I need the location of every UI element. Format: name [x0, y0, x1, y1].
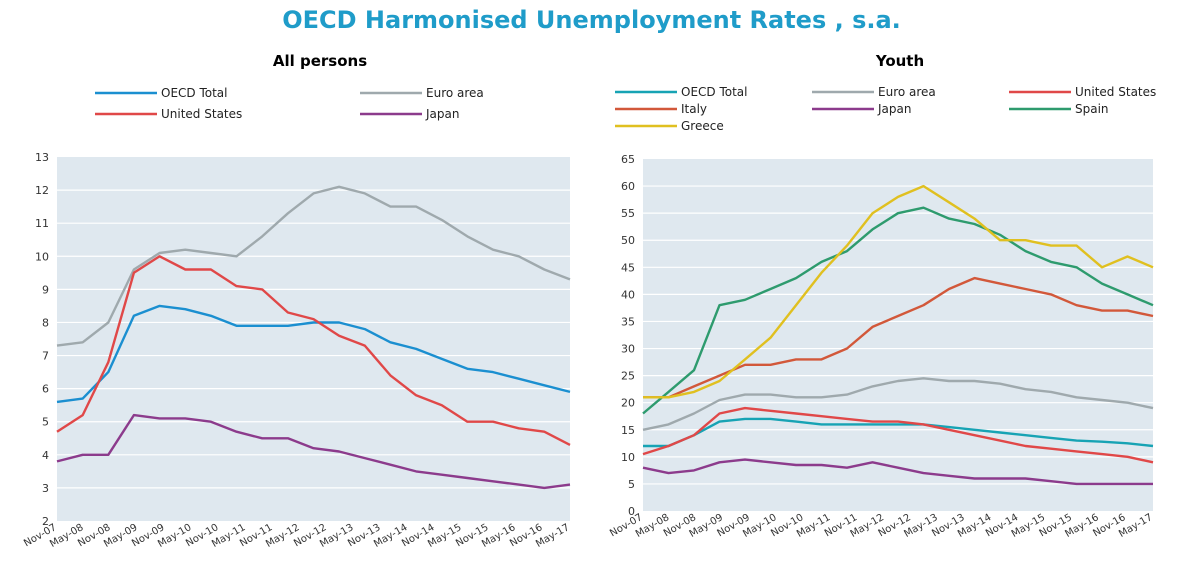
y-tick-label: 5 — [42, 416, 49, 429]
y-tick-label: 11 — [35, 217, 49, 230]
plot-area — [57, 157, 570, 521]
chart-youth: 05101520253035404550556065Nov-07May-08No… — [608, 85, 1156, 540]
legend-label-euro-area: Euro area — [426, 86, 484, 100]
series-line-united-states — [56, 255, 571, 446]
plot-area — [643, 159, 1153, 511]
y-tick-label: 45 — [621, 261, 635, 274]
series-line-japan — [56, 413, 571, 490]
y-tick-label: 55 — [621, 207, 635, 220]
chart-all-persons: 2345678910111213Nov-07May-08Nov-08May-09… — [22, 86, 571, 550]
y-tick-label: 50 — [621, 234, 635, 247]
y-tick-label: 9 — [42, 283, 49, 296]
series-line-united-states — [642, 406, 1154, 464]
left-chart-title: All persons — [272, 52, 368, 70]
y-tick-label: 65 — [621, 153, 635, 166]
y-tick-label: 10 — [35, 250, 49, 263]
series-line-oecd-total — [643, 417, 1154, 448]
y-tick-label: 60 — [621, 180, 635, 193]
y-tick-label: 35 — [621, 315, 635, 328]
right-chart-title: Youth — [875, 52, 925, 70]
series-line-oecd-total — [56, 304, 571, 404]
main-title: OECD Harmonised Unemployment Rates , s.a… — [282, 6, 901, 34]
legend-label-italy: Italy — [681, 102, 707, 116]
series-line-greece — [643, 184, 1154, 399]
legend-label-oecd-total: OECD Total — [161, 86, 228, 100]
y-tick-label: 25 — [621, 370, 635, 383]
series-line-euro-area — [642, 377, 1154, 431]
legend-label-japan: Japan — [425, 107, 459, 121]
y-tick-label: 3 — [42, 482, 49, 495]
y-tick-label: 0 — [628, 505, 635, 518]
y-tick-label: 30 — [621, 343, 635, 356]
series-line-japan — [642, 458, 1153, 486]
y-tick-label: 7 — [42, 350, 49, 363]
series-line-spain — [642, 206, 1154, 415]
y-tick-label: 12 — [35, 184, 49, 197]
legend-label-united-states: United States — [1075, 85, 1156, 99]
y-tick-label: 8 — [42, 316, 49, 329]
y-tick-label: 4 — [42, 449, 49, 462]
series-line-italy — [643, 276, 1154, 399]
legend-label-oecd-total: OECD Total — [681, 85, 748, 99]
y-tick-label: 5 — [628, 478, 635, 491]
y-tick-label: 2 — [42, 515, 49, 528]
series-line-euro-area — [56, 185, 571, 347]
y-tick-label: 15 — [621, 424, 635, 437]
y-tick-label: 6 — [42, 383, 49, 396]
y-tick-label: 10 — [621, 451, 635, 464]
y-tick-label: 40 — [621, 288, 635, 301]
legend-label-japan: Japan — [877, 102, 911, 116]
legend-label-united-states: United States — [161, 107, 242, 121]
legend-label-greece: Greece — [681, 119, 724, 133]
legend-label-euro-area: Euro area — [878, 85, 936, 99]
legend-label-spain: Spain — [1075, 102, 1109, 116]
y-tick-label: 20 — [621, 397, 635, 410]
y-tick-label: 13 — [35, 151, 49, 164]
